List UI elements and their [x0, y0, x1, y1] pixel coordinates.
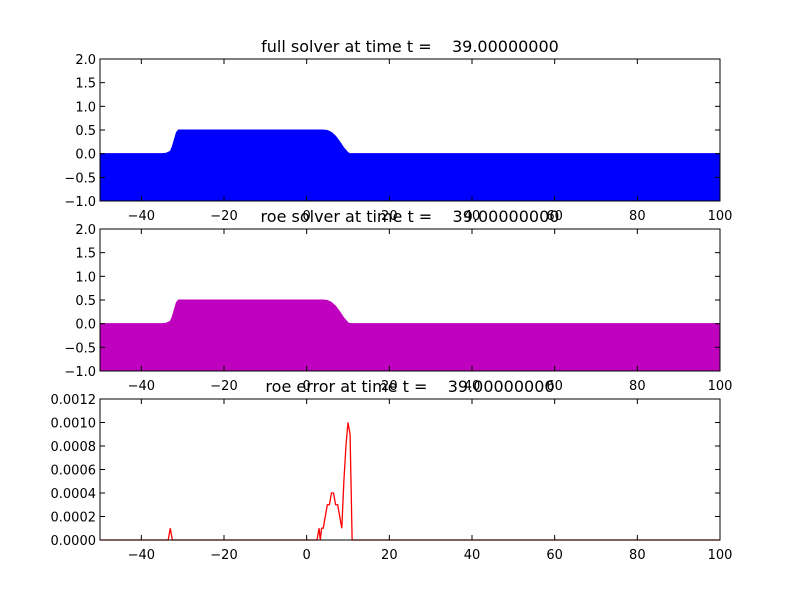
x-tick-label: 60	[546, 379, 563, 394]
x-tick-label: 40	[464, 209, 481, 224]
x-tick-label: −20	[210, 209, 237, 224]
subplot: −1.0 −0.5 0.0 0.5 1.0 1.5 2.0 −40 −20 0 20 40 60 80 10…	[64, 37, 732, 224]
x-tick-label: 20	[381, 379, 398, 394]
y-tick-label: 1.5	[75, 77, 96, 92]
y-tick-label: 0.0012	[51, 393, 97, 408]
y-tick-label: 0.0002	[51, 511, 97, 526]
x-tick-label: 100	[708, 209, 733, 224]
y-tick-label: 1.5	[75, 247, 96, 262]
y-tick-label: 1.0	[75, 270, 96, 285]
x-tick-label: 20	[381, 548, 398, 563]
x-tick-label: −20	[210, 379, 237, 394]
x-tick-label: 40	[464, 548, 481, 563]
y-tick-label: 2.0	[75, 53, 96, 68]
chart-title: roe error at time t = 39.00000000	[265, 377, 554, 396]
y-tick-label: −1.0	[64, 195, 96, 210]
x-tick-label: 0	[303, 379, 311, 394]
y-tick-label: 0.0	[75, 148, 96, 163]
x-tick-label: −40	[128, 379, 155, 394]
x-tick-label: 100	[708, 379, 733, 394]
y-tick-label: −0.5	[64, 171, 96, 186]
line	[100, 422, 720, 541]
x-tick-label: 80	[629, 209, 646, 224]
x-tick-label: 0	[303, 548, 311, 563]
x-tick-label: 80	[629, 548, 646, 563]
y-tick-label: 0.0004	[51, 487, 97, 502]
y-tick-label: 0.0008	[51, 440, 97, 455]
x-tick-label: 0	[303, 209, 311, 224]
x-tick-label: 40	[464, 379, 481, 394]
x-tick-label: 80	[629, 379, 646, 394]
y-tick-label: 1.0	[75, 100, 96, 115]
y-tick-label: −1.0	[64, 365, 96, 380]
y-tick-label: 0.0	[75, 318, 96, 333]
y-tick-label: 0.5	[75, 124, 96, 139]
y-tick-label: 0.0000	[51, 534, 97, 549]
area	[99, 129, 721, 202]
subplot: 0.0000 0.0002 0.0004 0.0006 0.0008 0.0010 0.00…	[51, 377, 733, 563]
x-tick-label: 60	[546, 209, 563, 224]
x-tick-label: −20	[210, 548, 237, 563]
y-tick-label: 2.0	[75, 223, 96, 238]
x-tick-label: 20	[381, 209, 398, 224]
y-tick-label: 0.5	[75, 294, 96, 309]
area	[99, 299, 721, 372]
x-tick-label: −40	[128, 548, 155, 563]
x-tick-label: −40	[128, 209, 155, 224]
axes-frame	[99, 398, 721, 541]
x-tick-label: 60	[546, 548, 563, 563]
y-tick-label: 0.0006	[51, 464, 97, 479]
chart-title: roe solver at time t = 39.00000000	[261, 207, 560, 226]
chart-title: full solver at time t = 39.00000000	[261, 37, 559, 56]
subplot: −1.0 −0.5 0.0 0.5 1.0 1.5 2.0 −40 −20 0 20 40 60 80 10…	[64, 207, 732, 394]
x-tick-label: 100	[708, 548, 733, 563]
y-tick-label: 0.0010	[51, 417, 97, 432]
y-tick-label: −0.5	[64, 341, 96, 356]
